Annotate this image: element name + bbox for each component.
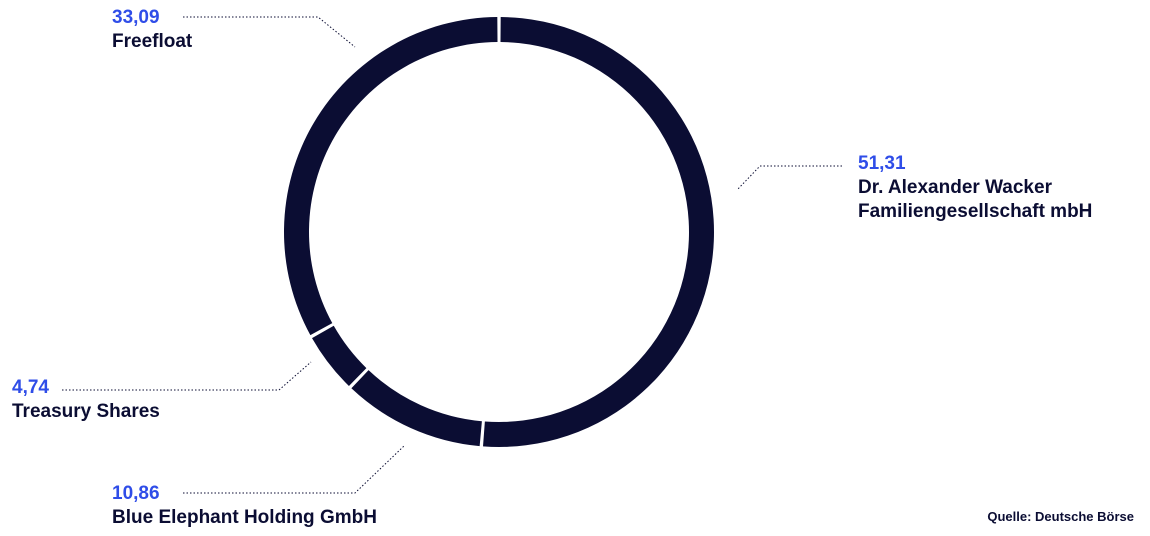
slice-name-line: Freefloat [112, 30, 193, 52]
slice-value: 51,31 [858, 153, 906, 174]
slice-freefloat [283, 17, 498, 336]
slice-treasury-shares [312, 325, 367, 386]
slice-label-blue-elephant: 10,86 Blue Elephant Holding GmbH [112, 482, 377, 530]
slice-wacker [483, 17, 714, 447]
slice-name-line: Treasury Shares [12, 400, 160, 422]
slice-label-freefloat: 33,09 Freefloat [112, 6, 192, 54]
slice-name-line: Familiengesellschaft mbH [858, 200, 1093, 222]
leader-line-blue-elephant [183, 445, 405, 494]
slice-label-treasury-shares: 4,74 Treasury Shares [12, 376, 160, 424]
leader-line-wacker [736, 165, 842, 191]
slice-name-line: Blue Elephant Holding GmbH [112, 506, 377, 528]
slice-name-line: Dr. Alexander Wacker [858, 176, 1052, 198]
slice-value: 10,86 [112, 483, 160, 504]
source-note: Quelle: Deutsche Börse [987, 509, 1134, 524]
leader-line-freefloat [183, 16, 356, 48]
slice-value: 33,09 [112, 7, 160, 28]
slice-blue-elephant [351, 370, 482, 447]
slice-label-wacker: 51,31 Dr. Alexander Wacker Familiengesel… [858, 152, 1092, 223]
slice-value: 4,74 [12, 377, 49, 398]
leader-line-treasury-shares [62, 361, 312, 391]
